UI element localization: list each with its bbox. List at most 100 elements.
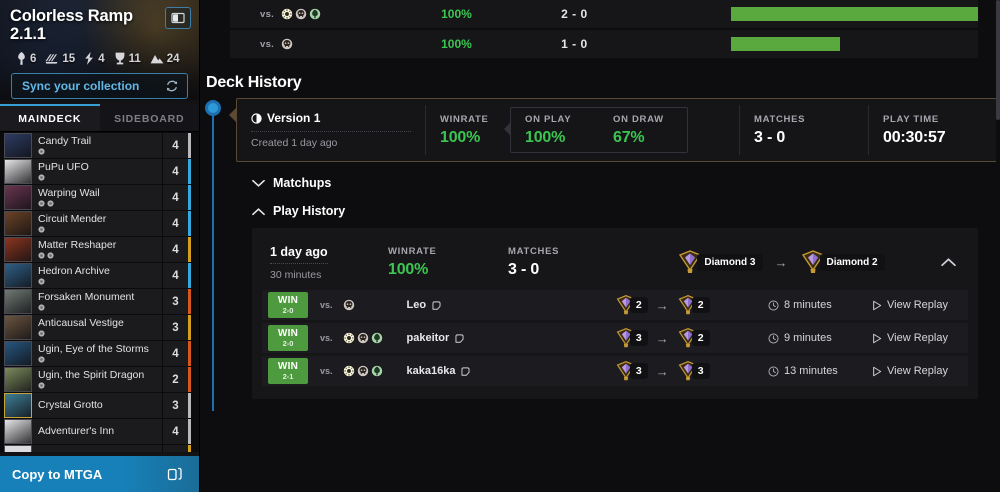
card-mana-cost xyxy=(38,252,162,259)
card-info: Matter Reshaper xyxy=(32,237,162,262)
rank-to-label: Diamond 2 xyxy=(819,253,885,271)
card-rarity-bar xyxy=(188,159,191,184)
match-duration-label: 8 minutes xyxy=(784,299,832,311)
card-quantity: 3 xyxy=(162,315,188,340)
card-rarity-bar xyxy=(188,315,191,340)
player-icon xyxy=(432,300,441,310)
match-duration: 13 minutes xyxy=(768,365,872,377)
opponent-name: Leo xyxy=(407,299,557,311)
play-draw-split: ON PLAY 100% ON DRAW 67% xyxy=(504,107,688,153)
card-list-item[interactable]: Forsaken Monument 3 xyxy=(4,289,191,314)
divider xyxy=(739,105,740,155)
on-play-value: 100% xyxy=(525,128,566,146)
card-mana-cost xyxy=(38,330,162,337)
chevron-down-icon xyxy=(252,179,265,187)
card-name: Hedron Archive xyxy=(38,265,110,277)
card-quantity xyxy=(162,445,188,452)
match-score: 2-1 xyxy=(282,371,294,381)
matchup-bar-track xyxy=(731,37,978,51)
view-replay-button[interactable]: View Replay xyxy=(872,299,968,311)
session-collapse-button[interactable] xyxy=(934,257,962,267)
card-list-item[interactable]: Hedron Archive 4 xyxy=(4,263,191,288)
card-mana-cost xyxy=(38,148,162,155)
deck-title: Colorless Ramp 2.1.1 xyxy=(10,7,133,44)
matchup-row[interactable]: vs. 100% 2 - 0 xyxy=(230,0,978,28)
card-list-item[interactable]: Ugin, Eye of the Storms 4 xyxy=(4,341,191,366)
match-duration-label: 13 minutes xyxy=(784,365,838,377)
session-when: 1 day ago 30 minutes xyxy=(270,243,388,281)
card-info: Anticausal Vestige xyxy=(32,315,162,340)
timeline-rail xyxy=(212,104,214,411)
bolt-icon xyxy=(85,52,94,66)
deck-card-list[interactable]: Candy Trail 4 PuPu UFO 4 Warping Wail 4 Circui… xyxy=(0,132,199,452)
rank-arrow-icon: → xyxy=(655,297,669,313)
match-rank-from-label: 2 xyxy=(629,297,648,313)
card-list-item[interactable]: Ugin, the Spirit Dragon 2 xyxy=(4,367,191,392)
matchup-colors xyxy=(281,38,441,50)
deck-stat-trophy-value: 11 xyxy=(128,52,141,65)
match-rank-change: 3 → 3 xyxy=(557,360,768,382)
card-list-item[interactable]: Circuit Mender 4 xyxy=(4,211,191,236)
clock-icon xyxy=(768,366,779,376)
divider xyxy=(868,105,869,155)
view-replay-button[interactable]: View Replay xyxy=(872,332,968,344)
card-name: Crystal Grotto xyxy=(38,399,103,411)
scrollbar-thumb[interactable] xyxy=(996,0,1000,120)
tab-sideboard[interactable]: SIDEBOARD xyxy=(99,104,199,131)
copy-to-mtga-button[interactable]: Copy to MTGA xyxy=(0,456,199,492)
card-list-item[interactable]: Matter Reshaper 4 xyxy=(4,237,191,262)
card-list-item[interactable]: Crystal Grotto 3 xyxy=(4,393,191,418)
session-matches-label: MATCHES xyxy=(508,245,560,257)
match-row[interactable]: WIN 2-0 vs. pakeitor 3 → 2 9 minutes View Replay xyxy=(262,323,968,353)
card-list-item[interactable]: Anticausal Vestige 3 xyxy=(4,315,191,340)
match-rank-to: 2 xyxy=(677,294,710,316)
accordion-matchups[interactable]: Matchups xyxy=(236,162,1000,190)
match-row[interactable]: WIN 2-0 vs. Leo 2 → 2 8 minutes View Replay xyxy=(262,290,968,320)
card-list-item[interactable]: Adventurer's Inn 4 xyxy=(4,419,191,444)
tab-maindeck[interactable]: MAINDECK xyxy=(0,104,100,131)
session-when-value: 1 day ago xyxy=(270,245,328,264)
card-info: PuPu UFO xyxy=(32,159,162,184)
match-row[interactable]: WIN 2-1 vs. kaka16ka 3 → 3 13 minutes View Repla… xyxy=(262,356,968,386)
match-result-label: WIN xyxy=(277,327,299,339)
version-winrate-label: WINRATE xyxy=(440,113,489,125)
match-result-label: WIN xyxy=(277,360,299,372)
player-icon xyxy=(455,333,464,343)
card-name: Warping Wail xyxy=(38,187,100,199)
card-list-item[interactable]: Candy Trail 4 xyxy=(4,133,191,158)
match-rank-to: 3 xyxy=(677,360,710,382)
card-list-item[interactable]: PuPu UFO 4 xyxy=(4,159,191,184)
card-art-thumbnail xyxy=(4,419,32,444)
vertical-scrollbar[interactable] xyxy=(996,0,1000,492)
card-rarity-bar xyxy=(188,419,191,444)
matchup-row[interactable]: vs. 100% 1 - 0 xyxy=(230,30,978,58)
creature-icon xyxy=(18,52,25,66)
version-card: Version 1 Created 1 day ago WINRATE 100%… xyxy=(229,98,1000,162)
deck-stat-land: 24 xyxy=(150,53,180,65)
deck-stat-creature-value: 6 xyxy=(30,52,37,65)
opponent-name: kaka16ka xyxy=(407,365,557,377)
card-list-item[interactable]: Warping Wail 4 xyxy=(4,185,191,210)
deck-stat-strip: 6 15 xyxy=(0,43,199,66)
view-replay-button[interactable]: View Replay xyxy=(872,365,968,377)
version-winrate-value: 100% xyxy=(440,128,481,146)
version-matches-label: MATCHES xyxy=(754,113,806,125)
rank-arrow-icon: → xyxy=(655,330,669,346)
accordion-play-history[interactable]: Play History xyxy=(236,190,1000,218)
session-winrate-value: 100% xyxy=(388,260,429,278)
play-history-panel: 1 day ago 30 minutes WINRATE 100% MATCHE… xyxy=(252,228,978,399)
card-info: Forsaken Monument xyxy=(32,289,162,314)
match-row-list: WIN 2-0 vs. Leo 2 → 2 8 minutes View Replay WIN 2-… xyxy=(252,290,978,386)
card-quantity: 4 xyxy=(162,133,188,158)
match-rank-from: 2 xyxy=(615,294,648,316)
land-icon xyxy=(150,54,164,64)
sync-collection-button[interactable]: Sync your collection xyxy=(11,73,188,100)
card-list-item[interactable] xyxy=(4,445,191,452)
accordion-matchups-label: Matchups xyxy=(273,176,332,190)
contrast-toggle-button[interactable] xyxy=(165,7,191,29)
card-quantity: 4 xyxy=(162,185,188,210)
card-art-thumbnail xyxy=(4,445,32,452)
version-playtime-value: 00:30:57 xyxy=(883,128,946,146)
session-rank-change: Diamond 3 → Diamond 2 xyxy=(628,249,934,275)
on-draw-label: ON DRAW xyxy=(613,113,664,125)
